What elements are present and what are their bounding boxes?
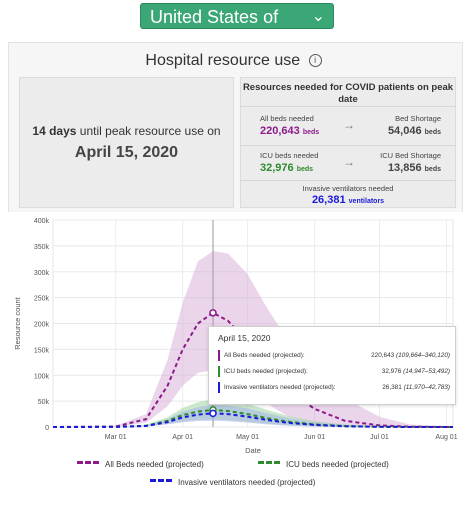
- chevron-down-icon: ⌄: [311, 8, 325, 25]
- y-tick-label: 400k: [34, 218, 50, 225]
- x-tick-label: May 01: [236, 434, 259, 441]
- tooltip-row-vent: Invasive ventilators needed (projected):…: [218, 382, 450, 393]
- x-tick-label: Jul 01: [370, 434, 389, 441]
- x-axis-label: Date: [245, 446, 261, 455]
- days-until-peak: 14 days until peak resource use on: [20, 124, 233, 138]
- legend-label: Invasive ventilators needed (projected): [178, 478, 316, 487]
- legend-swatch: [77, 461, 99, 464]
- tooltip-range: (11,970–42,783): [403, 384, 450, 391]
- icu-swatch: [218, 366, 220, 377]
- y-tick-label: 250k: [34, 296, 50, 303]
- icu-value: 32,976 beds: [260, 162, 313, 174]
- all-beds-highlight-point: [209, 309, 217, 317]
- icu-row: ICU beds needed 32,976 beds → ICU Bed Sh…: [241, 145, 455, 181]
- tooltip-range: (14,947–53,492): [403, 368, 450, 375]
- country-select[interactable]: United States of America ⌄: [140, 3, 334, 53]
- arrow-right-icon: →: [343, 118, 355, 132]
- icu-number: 32,976: [260, 162, 294, 174]
- tooltip-label: ICU beds needed (projected):: [224, 368, 308, 375]
- tooltip-range: (109,664–340,120): [395, 352, 450, 359]
- all-beds-row: All beds needed 220,643 beds → Bed Short…: [241, 106, 455, 146]
- tooltip-row-icu: ICU beds needed (projected): 32,976 (14,…: [218, 366, 450, 377]
- x-tick-label: Mar 01: [105, 434, 127, 441]
- panel-title-text: Hospital resource use: [145, 52, 301, 69]
- bed-shortage-label: Bed Shortage: [395, 114, 441, 123]
- tooltip-label: All Beds needed (projected):: [224, 352, 305, 359]
- peak-date: April 15, 2020: [74, 144, 179, 161]
- vent-series-line: [52, 412, 453, 428]
- resources-title: Resources needed for COVID patients on p…: [242, 82, 454, 105]
- y-tick-label: 50k: [38, 399, 50, 406]
- days-count: 14 days: [32, 124, 77, 138]
- icu-shortage-label: ICU Bed Shortage: [380, 151, 441, 160]
- all-beds-swatch: [218, 350, 220, 361]
- tooltip-number: 26,381: [382, 384, 402, 391]
- bed-shortage-unit: beds: [424, 129, 441, 136]
- vent-unit: ventilators: [348, 198, 385, 205]
- y-tick-label: 200k: [34, 322, 50, 329]
- all-beds-label: All beds needed: [260, 114, 314, 123]
- legend-label: All Beds needed (projected): [105, 460, 204, 469]
- legend-item-all-beds[interactable]: All Beds needed (projected): [77, 459, 204, 471]
- icu-label: ICU beds needed: [260, 151, 319, 160]
- bed-shortage-value: 54,046 beds: [388, 125, 441, 137]
- legend-swatch: [258, 461, 280, 464]
- tooltip-value: 32,976 (14,947–53,492): [382, 366, 450, 377]
- x-tick-label: Aug 01: [435, 434, 457, 441]
- legend-label: ICU beds needed (projected): [286, 460, 389, 469]
- tooltip-number: 32,976: [381, 368, 402, 375]
- chart-tooltip: April 15, 2020 All Beds needed (projecte…: [208, 326, 456, 405]
- tooltip-row-all-beds: All Beds needed (projected): 220,643 (10…: [218, 350, 450, 361]
- x-tick-label: Jun 01: [304, 434, 325, 441]
- icu-shortage-value: 13,856 beds: [388, 162, 441, 174]
- vent-highlight-point: [209, 409, 217, 418]
- icu-shortage-unit: beds: [424, 166, 441, 173]
- vent-number: 26,381: [311, 194, 346, 206]
- y-tick-label: 350k: [34, 244, 50, 251]
- panel-title: Hospital resource use i: [0, 52, 467, 70]
- vent-value: 26,381 ventilators: [241, 194, 455, 206]
- info-icon[interactable]: i: [308, 54, 322, 67]
- icu-unit: beds: [296, 166, 314, 173]
- all-beds-value: 220,643 beds: [260, 125, 319, 137]
- legend-swatch: [150, 479, 172, 482]
- days-suffix: until peak resource use on: [76, 124, 221, 138]
- all-beds-number: 220,643: [260, 125, 300, 137]
- resources-needed-box: Resources needed for COVID patients on p…: [240, 77, 456, 208]
- ventilators-row: Invasive ventilators needed 26,381 venti…: [241, 180, 455, 209]
- legend-item-icu[interactable]: ICU beds needed (projected): [258, 459, 389, 471]
- peak-summary-box: 14 days until peak resource use on April…: [19, 77, 234, 208]
- y-tick-label: 0: [45, 425, 49, 432]
- tooltip-value: 26,381 (11,970–42,783): [382, 382, 450, 393]
- y-tick-label: 300k: [34, 270, 50, 277]
- vent-swatch: [218, 382, 220, 393]
- y-axis-label: Resource count: [13, 296, 22, 349]
- x-tick-label: Apr 01: [172, 434, 193, 441]
- bed-shortage-number: 54,046: [387, 125, 422, 137]
- y-tick-label: 100k: [34, 373, 50, 380]
- tooltip-label: Invasive ventilators needed (projected):: [224, 384, 336, 391]
- vent-label: Invasive ventilators needed: [302, 184, 394, 193]
- vent-uncertainty-band: [53, 404, 453, 427]
- tooltip-value: 220,643 (109,664–340,120): [371, 350, 450, 361]
- top-bar: United States of America ⌄: [0, 0, 467, 53]
- legend-item-vent[interactable]: Invasive ventilators needed (projected): [150, 477, 315, 489]
- all-beds-unit: beds: [302, 129, 320, 136]
- arrow-right-icon: →: [343, 155, 355, 169]
- icu-shortage-number: 13,856: [387, 162, 422, 174]
- tooltip-date: April 15, 2020: [218, 333, 271, 343]
- tooltip-number: 220,643: [371, 352, 395, 359]
- y-tick-label: 150k: [34, 347, 50, 354]
